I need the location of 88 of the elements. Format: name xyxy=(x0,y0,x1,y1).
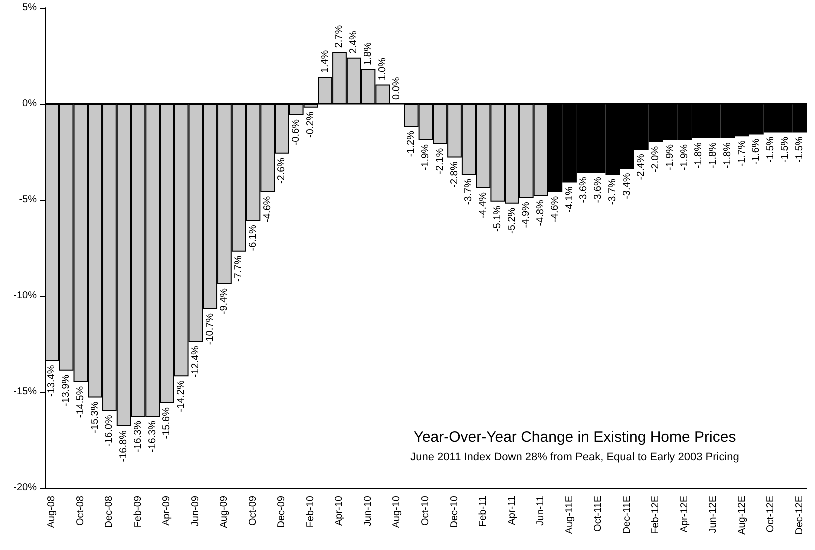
y-tick-label: -5% xyxy=(19,194,38,206)
data-label: -2.0% xyxy=(650,146,662,173)
x-tick-label: Oct-09 xyxy=(248,496,259,526)
data-label: -15.3% xyxy=(90,402,101,434)
data-label: -14.5% xyxy=(75,386,86,418)
x-tick-label: Aug-12E xyxy=(736,496,748,535)
data-label: -0.2% xyxy=(305,112,316,138)
data-label: -4.9% xyxy=(521,202,532,228)
data-label: -1.7% xyxy=(736,140,748,167)
x-tick-label: Oct-11E xyxy=(593,496,604,532)
data-label: 1.4% xyxy=(320,50,331,74)
x-tick-label: Oct-12E xyxy=(766,496,777,533)
data-label: 1.8% xyxy=(362,42,374,66)
data-label: -16.0% xyxy=(104,415,116,447)
x-tick-label: Aug-11E xyxy=(564,496,576,534)
x-tick-label: Oct-08 xyxy=(75,496,86,526)
text: June 2011 Index Down 28% from Peak, Equal to Early 2003 Pricing xyxy=(410,452,740,464)
text: Year-Over-Year Change in Existing Home Prices xyxy=(414,429,736,446)
y-tick-label: 0% xyxy=(22,98,38,110)
data-label: -9.4% xyxy=(219,288,230,315)
data-label: -10.7% xyxy=(204,313,216,346)
x-tick-label: Apr-12E xyxy=(679,496,690,533)
data-label: -1.9% xyxy=(420,144,432,171)
data-label: -3.6% xyxy=(578,177,590,204)
data-label: -3.7% xyxy=(464,178,475,206)
data-label: 2.7% xyxy=(334,25,346,48)
x-tick-label: Feb-09 xyxy=(132,496,144,528)
data-label: -1.8% xyxy=(722,142,734,169)
y-tick-label: -20% xyxy=(14,482,38,494)
x-tick-label: Feb-11 xyxy=(478,496,490,527)
data-label: -15.6% xyxy=(162,407,173,440)
data-label: -3.4% xyxy=(622,173,633,200)
data-label: -4.8% xyxy=(536,200,547,226)
data-label: -12.4% xyxy=(190,346,202,378)
data-label: -6.1% xyxy=(248,225,259,252)
data-label: -3.7% xyxy=(607,178,618,206)
x-tick-label: Jun-09 xyxy=(190,496,202,527)
x-tick-label: Jun-11 xyxy=(536,496,547,526)
data-label: -16.8% xyxy=(118,430,130,462)
data-label: -5.2% xyxy=(506,208,518,234)
data-label: -1.6% xyxy=(751,138,762,165)
data-label: -1.8% xyxy=(708,142,720,169)
data-label: -2.8% xyxy=(449,162,460,188)
y-tick-label: -15% xyxy=(14,386,38,398)
data-label: -5.1% xyxy=(492,206,504,232)
data-label: 0.0% xyxy=(392,77,403,100)
x-tick-label: Feb-10 xyxy=(305,496,316,528)
data-label: -14.2% xyxy=(176,380,188,412)
x-tick-label: Dec-11E xyxy=(622,496,633,534)
data-label: -1.2% xyxy=(406,130,418,158)
x-tick-label: Jun-10 xyxy=(362,496,374,527)
data-label: -0.6% xyxy=(291,119,302,146)
y-tick-label: -10% xyxy=(14,290,38,302)
x-tick-label: Dec-12E xyxy=(794,496,806,535)
data-label: 2.4% xyxy=(348,31,360,54)
x-tick-label: Dec-08 xyxy=(104,496,116,528)
data-label: -16.3% xyxy=(147,420,158,453)
data-label: -13.9% xyxy=(61,374,72,407)
data-label: -1.9% xyxy=(679,144,690,171)
data-label: -3.6% xyxy=(593,177,604,204)
x-tick-label: Aug-09 xyxy=(219,496,230,528)
data-label: -13.4% xyxy=(46,365,58,397)
data-label: -4.1% xyxy=(564,186,576,213)
x-tick-label: Apr-09 xyxy=(162,496,173,526)
x-tick-label: Oct-10 xyxy=(420,496,432,526)
data-label: -2.6% xyxy=(276,158,288,184)
data-label: -1.5% xyxy=(794,136,806,163)
x-tick-label: Feb-12E xyxy=(650,496,662,534)
data-label: -1.5% xyxy=(780,136,791,163)
data-label: -4.6% xyxy=(262,196,274,222)
data-label: -1.5% xyxy=(766,136,777,163)
x-tick-label: Dec-09 xyxy=(276,496,288,528)
data-label: -7.7% xyxy=(234,256,245,282)
y-tick-label: 5% xyxy=(22,2,38,14)
data-label: 1.0% xyxy=(377,58,388,81)
data-label: -2.1% xyxy=(434,148,446,174)
x-tick-label: Apr-10 xyxy=(334,496,346,526)
data-label: -4.6% xyxy=(550,196,561,222)
x-tick-label: Aug-08 xyxy=(46,496,58,528)
x-tick-label: Apr-11 xyxy=(506,496,518,526)
x-tick-label: Jun-12E xyxy=(708,496,720,534)
x-tick-label: Aug-10 xyxy=(392,496,403,528)
data-label: -1.8% xyxy=(694,142,705,169)
data-label: -1.9% xyxy=(664,144,676,171)
data-label: -16.3% xyxy=(132,420,144,453)
data-label: -2.4% xyxy=(636,154,648,180)
data-label: -4.4% xyxy=(478,192,490,219)
x-tick-label: Dec-10 xyxy=(449,496,460,528)
